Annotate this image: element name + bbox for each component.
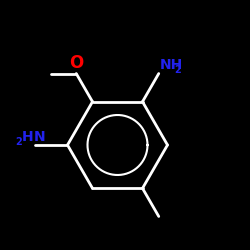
Text: 2: 2	[174, 65, 181, 75]
Text: O: O	[69, 54, 84, 72]
Text: 2: 2	[16, 137, 22, 147]
Text: H: H	[22, 130, 34, 144]
Text: N: N	[34, 130, 46, 144]
Text: NH: NH	[160, 58, 183, 72]
